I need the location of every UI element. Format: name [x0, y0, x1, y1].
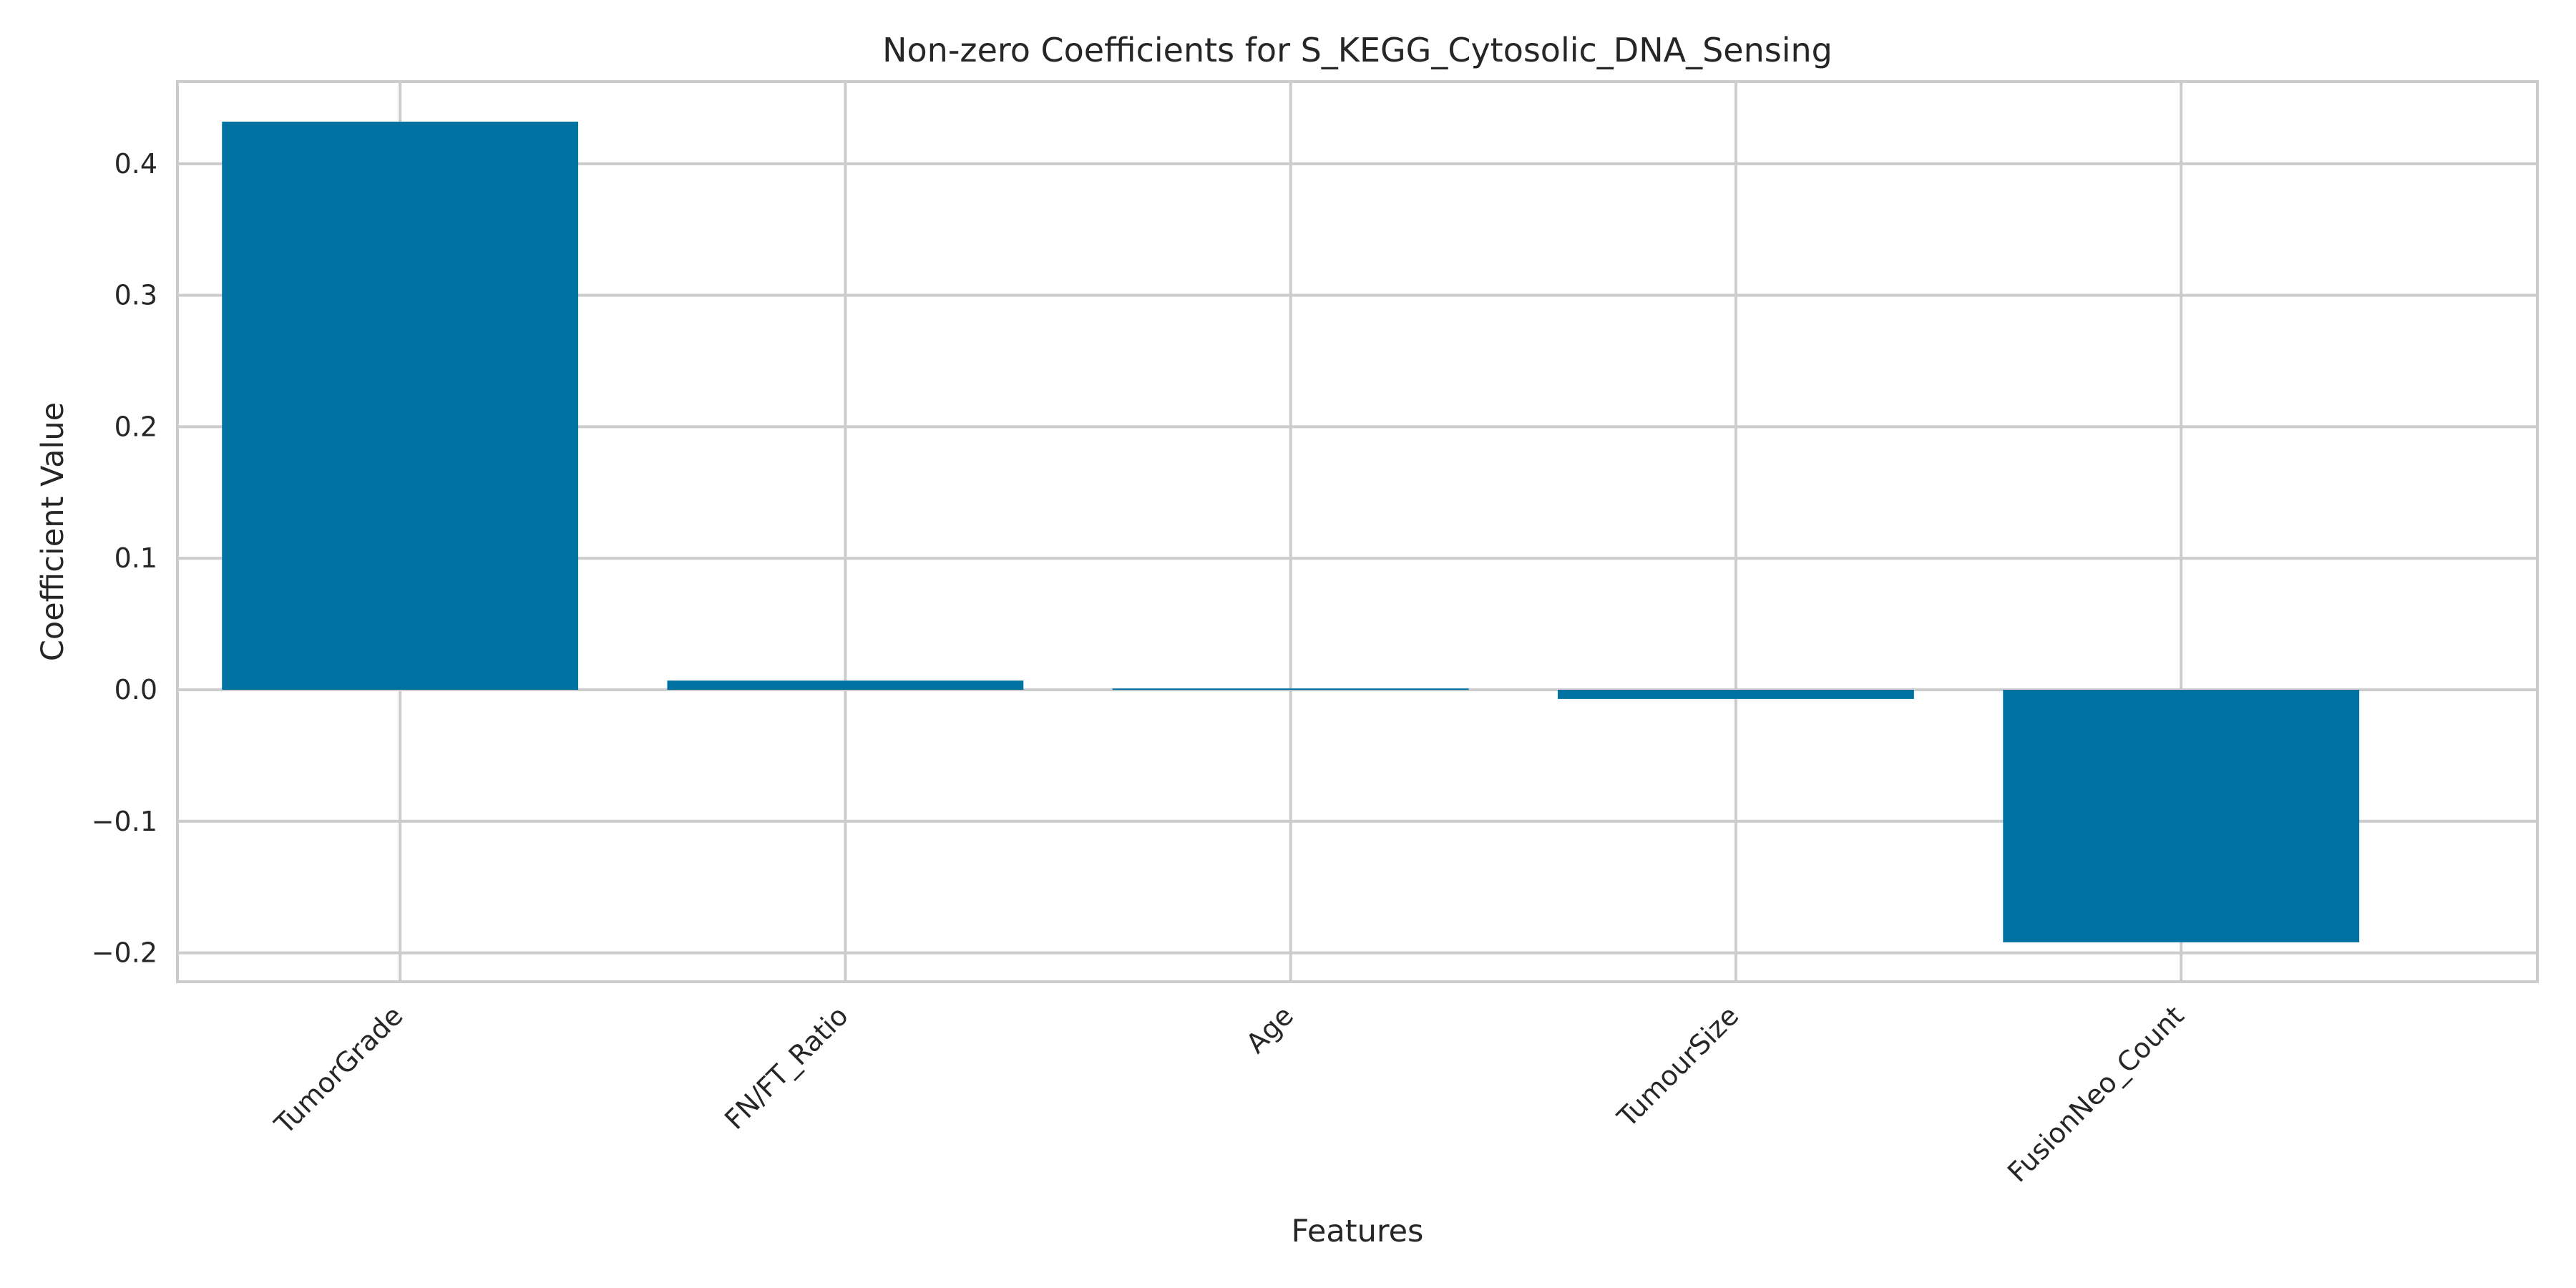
bars — [222, 122, 2360, 942]
bar-fusionneo-count — [2003, 690, 2360, 942]
y-tick-label: 0.4 — [114, 148, 157, 180]
y-axis-label: Coefficient Value — [35, 402, 71, 661]
bar-tumorgrade — [222, 122, 579, 690]
y-tick-label: 0.3 — [114, 280, 157, 311]
y-tick-label: −0.1 — [92, 806, 157, 837]
bar-fn-ft-ratio — [667, 680, 1024, 690]
bar-age — [1112, 688, 1469, 691]
y-tick-label: 0.2 — [114, 411, 157, 442]
y-tick-labels: −0.2 −0.1 0.0 0.1 0.2 0.3 0.4 — [92, 148, 157, 969]
y-tick-label: −0.2 — [92, 937, 157, 969]
y-tick-label: 0.0 — [114, 674, 157, 706]
y-tick-label: 0.1 — [114, 542, 157, 574]
chart-title: Non-zero Coefficients for S_KEGG_Cytosol… — [882, 31, 1833, 69]
x-axis-label: Features — [1292, 1214, 1424, 1249]
bar-tumoursize — [1558, 690, 1914, 699]
plot-frame — [176, 80, 2539, 983]
